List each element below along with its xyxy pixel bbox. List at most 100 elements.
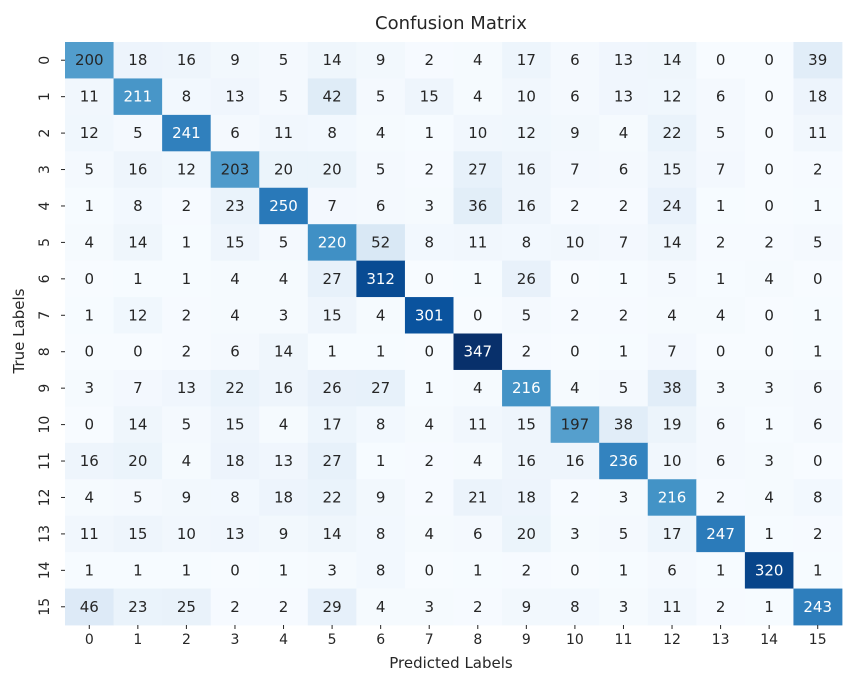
heatmap-cell	[210, 515, 260, 553]
cell-value-label: 6	[230, 343, 240, 361]
cell-value-label: 4	[230, 306, 240, 324]
heatmap-cell	[696, 369, 746, 407]
heatmap-cell	[453, 260, 503, 298]
heatmap-cell	[550, 187, 600, 225]
cell-value-label: 7	[133, 379, 143, 397]
heatmap-cell	[307, 297, 357, 334]
x-tick-label: 1	[133, 632, 142, 648]
cell-value-label: 14	[662, 51, 681, 69]
heatmap-cell	[502, 151, 552, 189]
cell-value-label: 1	[764, 416, 774, 434]
cell-value-label: 10	[565, 233, 584, 251]
cell-value-label: 8	[522, 233, 532, 251]
heatmap-cell	[453, 114, 503, 152]
heatmap-cell	[210, 552, 260, 589]
heatmap-cell	[113, 369, 163, 407]
x-tick-label: 10	[566, 632, 584, 648]
cell-value-label: 4	[473, 51, 483, 69]
heatmap-cell	[502, 114, 552, 152]
cell-value-label: 1	[133, 561, 143, 579]
cell-value-label: 243	[803, 598, 832, 616]
cell-value-label: 4	[230, 270, 240, 288]
cell-value-label: 1	[619, 343, 629, 361]
cell-value-label: 8	[182, 88, 192, 106]
heatmap-cell	[259, 297, 309, 334]
cell-value-label: 11	[80, 525, 99, 543]
cell-value-label: 5	[619, 379, 629, 397]
heatmap-cell	[162, 260, 212, 298]
cell-value-label: 5	[376, 88, 386, 106]
heatmap-cell	[65, 333, 114, 371]
cell-value-label: 6	[813, 379, 823, 397]
cell-value-label: 11	[274, 124, 293, 142]
heatmap-cell	[162, 333, 212, 371]
heatmap-cell	[113, 442, 163, 480]
heatmap-cell	[550, 151, 600, 189]
heatmap-cell	[793, 552, 843, 589]
heatmap-cell	[744, 224, 794, 262]
heatmap-cell	[113, 151, 163, 189]
heatmap-cell	[307, 114, 357, 152]
cell-value-label: 197	[561, 416, 590, 434]
cell-value-label: 10	[662, 452, 681, 470]
cell-value-label: 1	[764, 525, 774, 543]
cell-value-label: 6	[473, 525, 483, 543]
cell-value-label: 16	[517, 161, 536, 179]
cell-value-label: 12	[128, 306, 147, 324]
cell-value-label: 5	[133, 488, 143, 506]
heatmap-cell	[696, 588, 746, 626]
cell-value-label: 14	[128, 416, 147, 434]
cell-value-label: 14	[323, 525, 342, 543]
heatmap-cell	[599, 333, 649, 371]
cell-value-label: 3	[619, 598, 629, 616]
cell-value-label: 24	[662, 197, 681, 215]
cell-value-label: 1	[424, 124, 434, 142]
heatmap-cell	[502, 260, 552, 298]
cell-value-label: 0	[764, 197, 774, 215]
heatmap-cell	[356, 78, 406, 116]
cell-value-label: 2	[424, 161, 434, 179]
y-tick-label: 1	[37, 92, 53, 101]
heatmap-cell	[550, 588, 600, 626]
heatmap-cell	[65, 187, 114, 225]
cell-value-label: 6	[667, 561, 677, 579]
heatmap-cell	[793, 42, 843, 79]
cell-value-label: 9	[230, 51, 240, 69]
heatmap-cell	[404, 297, 454, 334]
heatmap-cell	[502, 588, 552, 626]
heatmap-cell	[793, 369, 843, 407]
heatmap-cell	[210, 442, 260, 480]
heatmap-cell	[744, 406, 794, 444]
cell-value-label: 3	[570, 525, 580, 543]
cell-value-label: 0	[424, 343, 434, 361]
cell-value-label: 6	[230, 124, 240, 142]
heatmap-cell	[599, 515, 649, 553]
heatmap-cell	[113, 42, 163, 79]
cell-value-label: 27	[323, 452, 342, 470]
heatmap-cell	[65, 442, 114, 480]
cell-value-label: 14	[274, 343, 293, 361]
heatmap-cell	[793, 588, 843, 626]
cell-value-label: 0	[424, 270, 434, 288]
cell-value-label: 18	[808, 88, 827, 106]
cell-value-label: 6	[376, 197, 386, 215]
cell-value-label: 9	[279, 525, 289, 543]
heatmap-cell	[744, 552, 794, 589]
cell-value-label: 3	[764, 379, 774, 397]
heatmap-cell	[259, 187, 309, 225]
heatmap-cell	[259, 333, 309, 371]
cell-value-label: 0	[764, 124, 774, 142]
cell-value-label: 22	[323, 488, 342, 506]
cell-value-label: 6	[570, 51, 580, 69]
cell-value-label: 0	[716, 343, 726, 361]
cell-value-label: 2	[424, 488, 434, 506]
cell-value-label: 4	[85, 488, 95, 506]
cell-value-label: 36	[468, 197, 487, 215]
heatmap-cell	[696, 442, 746, 480]
heatmap-cell	[647, 187, 697, 225]
heatmap-cell	[404, 333, 454, 371]
heatmap-cell	[259, 260, 309, 298]
heatmap-cell	[696, 515, 746, 553]
